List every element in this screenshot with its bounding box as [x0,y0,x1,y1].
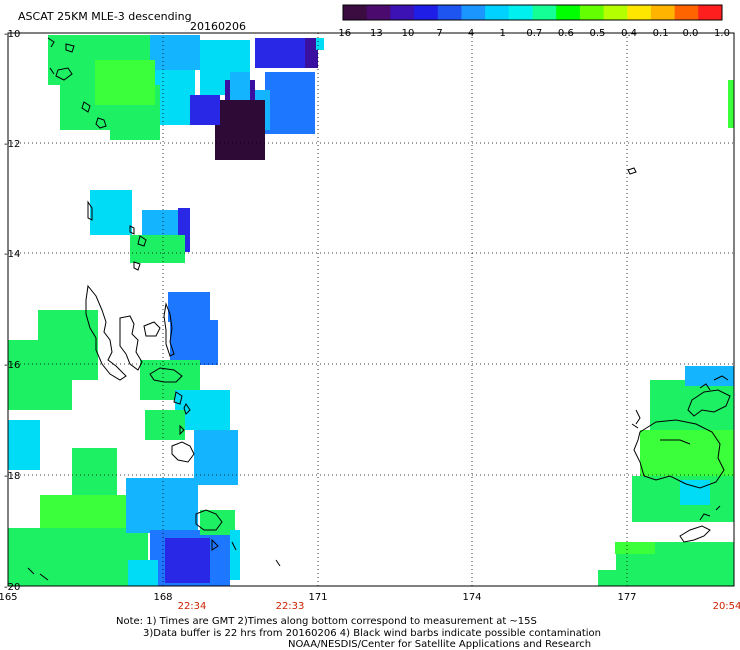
coastline-ambrym [149,367,191,415]
swath-cell [200,510,235,535]
coastline-banks [87,200,147,271]
coastline-rotuma [627,167,637,175]
coastline-efate [171,424,195,463]
swath-cell [230,72,250,100]
coastline-pentecost [163,302,175,357]
swath-cell [265,72,315,134]
latitude-labels: -10 -12 -14 -16 -18 -20 [4,29,20,593]
colorbar-swatch [343,5,368,20]
coastline-santa-cruz [47,37,107,129]
coastlines [27,37,731,581]
coastline-fiji-viti-levu [633,419,725,489]
coastline-malakula [119,315,161,371]
colorbar-swatch [461,5,486,20]
swath-cell [640,430,734,480]
time-label: 20:54 [713,601,740,612]
colorbar-swatch [437,5,462,20]
swath-cell [150,35,200,70]
colorbar-swatch [579,5,605,20]
note-line-3: NOAA/NESDIS/Center for Satellite Applica… [288,639,592,650]
colorbar-swatch [485,5,510,20]
swath-cell [90,190,132,235]
time-label: 22:33 [276,601,305,612]
swath-cell [230,530,240,580]
swath-cell [615,542,655,554]
map-date: 20160206 [190,20,246,33]
swath-cell [685,366,734,386]
plot-frame [7,32,735,587]
note-line-1: Note: 1) Times are GMT 2)Times along bot… [116,616,537,627]
lon-label: 168 [153,592,172,603]
colorbar-swatch [674,5,699,20]
swath-cell [8,528,148,586]
colorbar-border [342,4,723,21]
time-label: 22:34 [178,601,207,612]
coastline-erromango [27,509,281,581]
swath-cell [194,430,238,485]
colorbar-swatch [698,5,723,20]
lat-label: -16 [4,360,20,371]
colorbar-swatch [650,5,676,20]
lon-label: 177 [617,592,636,603]
swath-cell [728,80,734,128]
swath-cell [95,60,155,105]
lon-label: 174 [462,592,481,603]
swath-cell [650,380,734,436]
time-labels: 22:34 22:33 20:54 [178,601,740,612]
swath-cell [145,410,185,440]
swath-cell [215,100,265,160]
swath-cell [130,235,185,263]
colorbar-swatch [414,5,439,20]
swath-cell [190,95,220,125]
colorbar-swatch [532,5,557,20]
lat-label: -14 [4,249,20,260]
map-title: ASCAT 25KM MLE-3 descending [18,10,192,23]
coastline-fiji-kadavu [679,505,721,543]
data-swath [8,35,734,586]
colorbar [342,4,723,21]
colorbar-swatch [390,5,415,20]
swath-cell [8,420,40,470]
lon-label: 165 [0,592,18,603]
lat-label: -20 [4,582,20,593]
swath-cell [72,448,117,498]
coastline-fiji-vanua-levu [631,375,731,429]
lat-lon-grid [8,33,734,586]
swath-cell [305,38,318,68]
longitude-labels: 165 168 171 174 177 [0,592,637,603]
swath-cell [598,570,638,586]
coastline-espiritu-santo [85,284,127,381]
swath-cell [255,38,310,68]
colorbar-swatch [556,5,581,20]
swath-cell [680,480,710,505]
swath-cell [126,478,198,533]
colorbar-swatch [366,5,391,20]
swath-cell [168,292,210,322]
swath-cell [165,538,210,583]
swath-cell [316,38,324,50]
lat-label: -12 [4,139,20,150]
colorbar-swatch [627,5,652,20]
colorbar-swatch [508,5,533,20]
swath-cell [8,340,72,410]
colorbar-swatch [603,5,628,20]
lat-label: -10 [4,29,20,40]
swath-cell [170,320,218,365]
note-line-2: 3)Data buffer is 22 hrs from 20160206 4)… [143,628,601,639]
swath-cell [128,560,158,586]
lon-label: 171 [308,592,327,603]
lat-label: -18 [4,471,20,482]
